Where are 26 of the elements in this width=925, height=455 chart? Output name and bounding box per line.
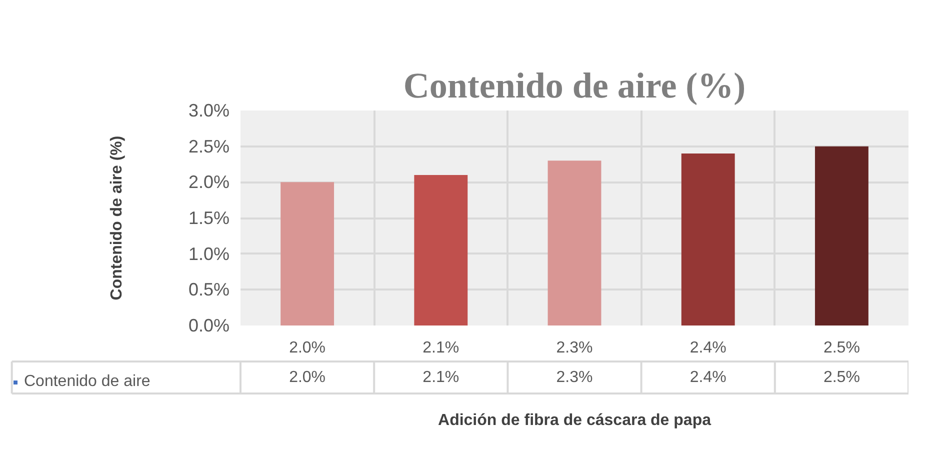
data-label: 2.0% — [289, 369, 326, 386]
bar — [814, 146, 868, 326]
x-tick-label: 2.3% — [556, 340, 593, 356]
text: Contenido de aire — [24, 373, 150, 391]
y-tick-label: 0.5% — [188, 280, 230, 300]
x-tick-label: 2.4% — [690, 340, 726, 356]
bar — [681, 154, 735, 326]
bar — [548, 160, 602, 326]
y-tick-label: 2.0% — [188, 172, 230, 192]
data-label: 2.4% — [690, 369, 726, 386]
x-tick-label: 2.0% — [289, 340, 326, 356]
chart-title: Contenido de aire (%) — [403, 66, 746, 106]
y-axis-title: Contenido de aire (%) — [108, 136, 126, 300]
y-tick-label: 2.5% — [188, 136, 230, 156]
y-tick-label: 1.5% — [188, 208, 230, 228]
x-axis-title: Adición de fibra de cáscara de papa — [438, 412, 712, 429]
bar — [280, 182, 334, 326]
y-tick-label: 1.0% — [188, 244, 230, 264]
y-tick-label: 3.0% — [188, 100, 230, 120]
y-tick-label: 0.0% — [188, 316, 230, 336]
data-label: 2.3% — [556, 369, 593, 386]
x-tick-label: 2.1% — [422, 340, 460, 356]
x-tick-label: 2.5% — [823, 340, 860, 356]
bar — [414, 175, 468, 326]
data-label: 2.1% — [422, 369, 460, 386]
data-label: 2.5% — [823, 369, 860, 386]
